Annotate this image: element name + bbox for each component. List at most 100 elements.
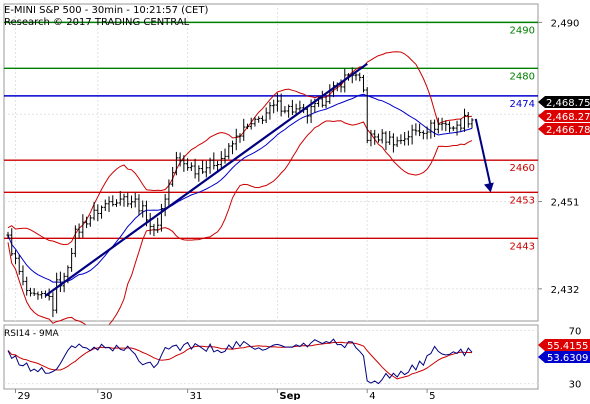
price-badge: 2,466.78 — [538, 123, 590, 136]
price-bar — [182, 155, 186, 172]
price-bar — [324, 96, 328, 109]
price-bar — [238, 133, 242, 143]
price-bar — [358, 72, 362, 82]
price-badge: 2,468.27 — [538, 110, 590, 123]
level-labels: 2490 2480 2474 2460 2453 2443 — [510, 25, 535, 252]
price-bar — [223, 148, 227, 164]
price-bar — [388, 131, 392, 145]
rsi-badge: 55.4155 — [538, 339, 590, 352]
price-badges: 2,468.75 2,468.27 2,466.78 — [538, 96, 590, 136]
copyright-note: Research © 2017 TRADING CENTRAL — [4, 17, 190, 28]
price-bar — [279, 93, 283, 117]
price-bar — [118, 191, 122, 206]
horizontal-levels — [4, 21, 538, 240]
uptrend-line — [44, 62, 368, 297]
price-tick-label: 2,490 — [551, 18, 580, 29]
time-tick-label: Sep — [279, 391, 300, 400]
price-badge-bg — [538, 110, 590, 122]
price-bar — [92, 202, 96, 221]
price-bar — [384, 131, 388, 151]
price-bar — [257, 116, 261, 123]
rsi-badge-label: 53.6309 — [547, 353, 588, 364]
price-bar — [189, 162, 193, 171]
time-axis: 29 30 31 Sep 4 5 — [14, 389, 435, 402]
level-label-2460: 2460 — [510, 163, 535, 174]
price-bar — [129, 195, 134, 209]
price-bar — [88, 215, 92, 227]
price-bar — [230, 140, 235, 155]
trendlines — [44, 62, 494, 297]
price-bar — [174, 151, 178, 176]
price-bar — [466, 111, 470, 128]
price-bar — [298, 100, 302, 113]
price-bar — [320, 90, 324, 108]
price-bar — [96, 204, 100, 222]
price-bar — [212, 152, 216, 170]
price-bar — [141, 200, 145, 218]
price-bar — [193, 158, 197, 179]
price-bar — [436, 117, 440, 134]
price-bar — [264, 107, 268, 124]
price-bar — [429, 119, 433, 139]
price-bar — [455, 120, 459, 136]
forecast-arrow-head — [484, 182, 494, 193]
price-bar — [406, 130, 410, 146]
time-tick-label: 4 — [369, 391, 375, 400]
price-bar — [77, 223, 81, 239]
price-bar — [114, 199, 119, 207]
rsi-badge-bg — [538, 351, 590, 363]
price-bar — [200, 160, 205, 174]
price-bar — [361, 74, 366, 93]
forecast-arrow-shaft — [474, 118, 492, 187]
price-bar — [234, 128, 238, 151]
price-bar — [152, 223, 156, 237]
price-bar — [186, 158, 190, 171]
price-bar — [462, 108, 467, 132]
price-bar — [376, 133, 381, 143]
price-bar — [305, 106, 309, 124]
price-bar — [156, 217, 160, 233]
price-bar — [40, 290, 44, 299]
price-bar — [242, 118, 246, 141]
price-bar — [178, 152, 182, 167]
price-bar — [440, 117, 444, 131]
rsi-gridlines — [4, 329, 538, 385]
rsi-tick-label: 30 — [569, 380, 582, 391]
price-bar — [137, 194, 141, 216]
level-label-2480: 2480 — [510, 71, 535, 82]
price-bar — [84, 216, 89, 229]
time-tick-label: 31 — [190, 391, 203, 400]
price-bars — [6, 67, 474, 318]
price-bar — [81, 214, 85, 238]
level-label-2490: 2490 — [510, 25, 535, 36]
time-tick-label: 5 — [429, 391, 435, 400]
price-bar — [6, 231, 10, 239]
price-bar — [219, 151, 223, 170]
price-bar — [107, 196, 111, 212]
price-bar — [272, 99, 276, 114]
rsi-lines — [7, 338, 473, 385]
price-bar — [414, 123, 418, 136]
price-bar — [287, 104, 291, 118]
time-tick-label: 30 — [100, 391, 113, 400]
price-bar — [159, 203, 164, 232]
price-badge-label: 2,468.75 — [546, 98, 590, 109]
price-badge: 2,468.75 — [538, 96, 590, 109]
price-bar — [10, 228, 14, 256]
price-bar — [167, 179, 171, 207]
price-bar — [275, 93, 280, 112]
moving-average — [7, 93, 473, 283]
price-bar — [28, 287, 33, 297]
price-bar — [421, 130, 425, 140]
price-bar — [21, 265, 25, 286]
price-bar — [73, 225, 77, 258]
price-bar — [36, 291, 40, 300]
price-tick-label: 2,451 — [551, 198, 580, 209]
moving-average-line — [7, 93, 473, 283]
price-bar — [418, 123, 422, 137]
price-bar — [447, 121, 452, 133]
price-bar — [260, 115, 265, 125]
